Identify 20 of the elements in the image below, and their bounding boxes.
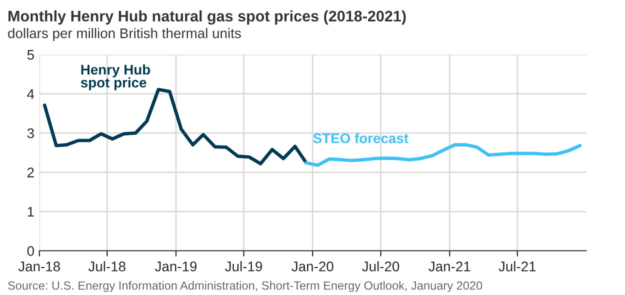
x-tick-label: Jan-18 [18, 262, 60, 272]
x-tick-label: Jul-20 [362, 261, 400, 272]
x-tick-label: Jan-20 [292, 262, 334, 272]
source-note: Source: U.S. Energy Information Administration, Short-Term Energy Outlook, January 2020 [8, 281, 482, 292]
y-tick-label: 2 [27, 168, 34, 178]
chart-subtitle: dollars per million British thermal units [8, 28, 241, 41]
x-tick-label: Jul-18 [88, 261, 126, 272]
x-tick-label: Jan-21 [428, 262, 470, 272]
x-tick-label: Jul-19 [225, 261, 262, 272]
series-label: Henry Hub spot price [80, 64, 150, 90]
y-tick-label: 5 [27, 50, 34, 60]
y-tick-label: 1 [28, 206, 34, 217]
x-tick-label: Jul-21 [498, 261, 536, 272]
y-tick-label: 0 [27, 246, 34, 256]
y-tick-label: 4 [27, 89, 34, 99]
y-tick-label: 3 [27, 128, 34, 138]
chart-title: Monthly Henry Hub natural gas spot prices (2018-2021) [8, 10, 406, 25]
line-series [304, 143, 582, 167]
series-label: STEO forecast [313, 133, 408, 144]
x-tick-label: Jan-19 [154, 262, 197, 272]
